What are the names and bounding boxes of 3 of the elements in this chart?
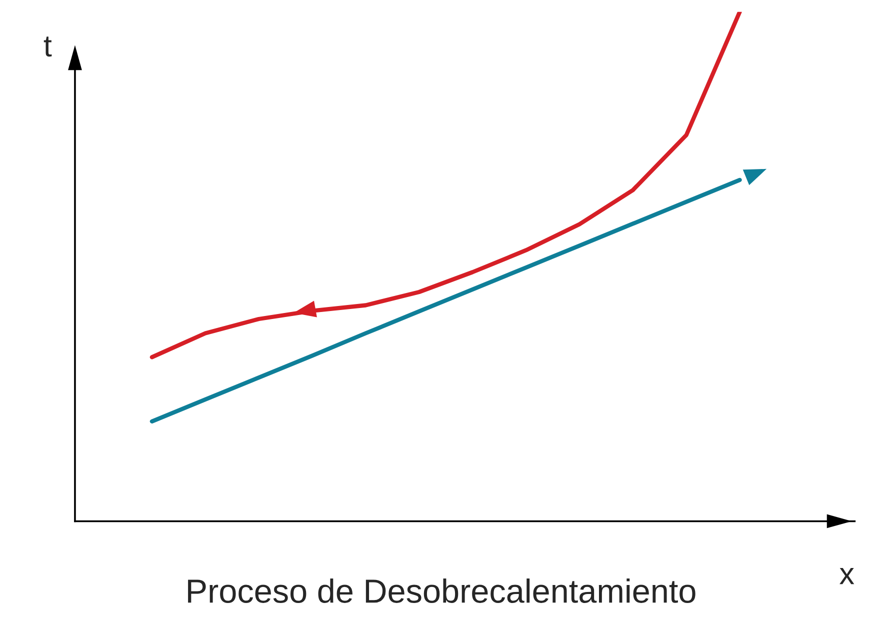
text: Proceso de Desobrecalentamiento [188,578,696,603]
y-axis-title: t [44,36,52,57]
x-axis-title: x [840,568,854,584]
